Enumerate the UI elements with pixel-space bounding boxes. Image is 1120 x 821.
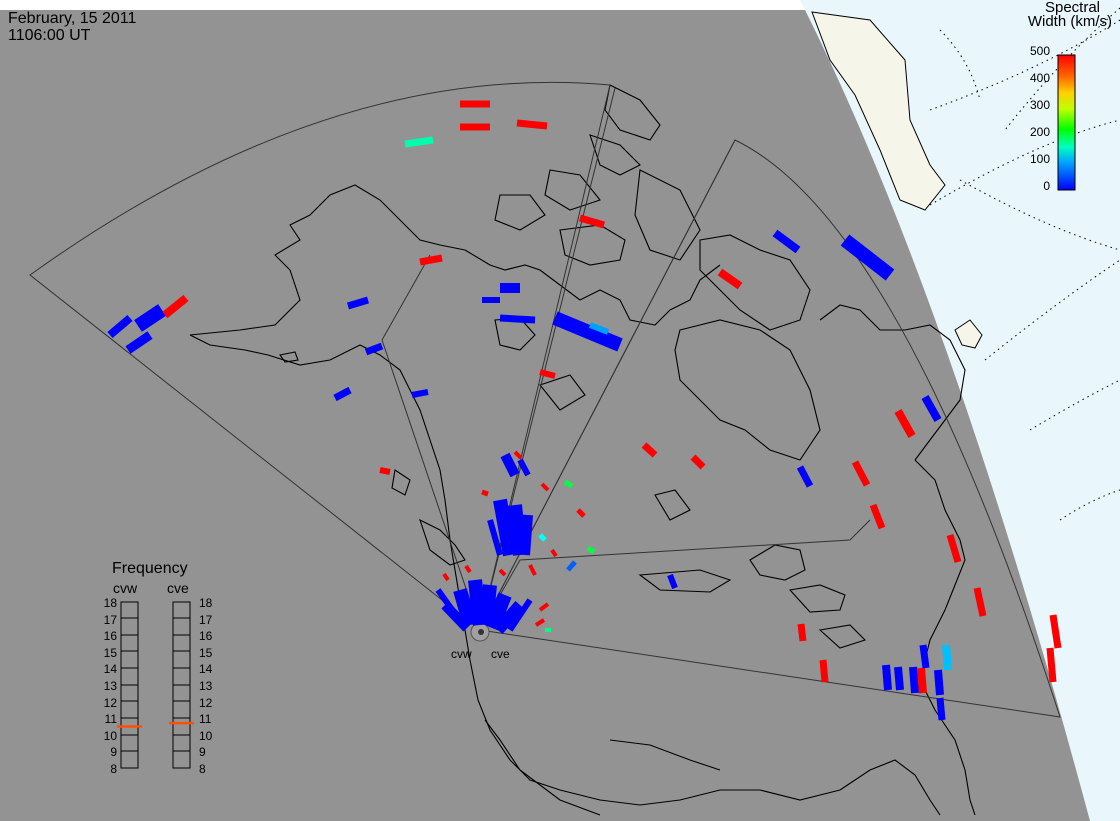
- frequency-markers: [117, 721, 194, 728]
- plot-time: 1106:00 UT: [8, 27, 91, 44]
- frequency-tick-left: 10: [103, 728, 117, 743]
- colorbar-title-line1: Spectral: [1044, 0, 1100, 16]
- iceland-landmass: [954, 319, 983, 349]
- frequency-tick-right: 17: [199, 612, 213, 627]
- frequency-tick-right: 14: [199, 662, 213, 677]
- frequency-tick-left: 14: [103, 662, 117, 677]
- greenland-landmass: [811, 11, 946, 211]
- colorbar-tick: 400: [1029, 71, 1050, 85]
- frequency-tick-left: 17: [103, 612, 117, 627]
- frequency-tick-right: 9: [199, 745, 206, 760]
- colorbar-tick: 200: [1029, 125, 1050, 139]
- frequency-tick-right: 18: [199, 596, 213, 610]
- frequency-tick-left: 16: [103, 629, 117, 644]
- colorbar-tick: 0: [1043, 179, 1050, 193]
- colorbar: [1057, 54, 1076, 191]
- frequency-tick-left: 18: [103, 596, 117, 610]
- frequency-tick-right: 12: [199, 695, 213, 710]
- colorbar-tick: 300: [1029, 98, 1050, 112]
- frequency-tick-right: 10: [199, 728, 213, 743]
- colorbar-tick: 100: [1029, 152, 1050, 166]
- frequency-tick-right: 8: [199, 762, 206, 776]
- frequency-tick-left: 9: [110, 745, 117, 760]
- site-label-cvw: cvw: [451, 647, 472, 661]
- backscatter-cells: [107, 100, 1062, 721]
- night-side-region: [800, 0, 1120, 821]
- frequency-title: Frequency: [112, 560, 188, 577]
- frequency-radar-label-cvw: cvw: [113, 580, 138, 596]
- colorbar-title-line2: Width (km/s): [1027, 13, 1112, 30]
- frequency-tick-right: 11: [199, 712, 212, 727]
- colorbar-tick: 500: [1029, 44, 1050, 58]
- frequency-radar-label-cve: cve: [167, 580, 189, 596]
- day-side-region: [0, 10, 1090, 821]
- frequency-tick-left: 8: [110, 762, 117, 776]
- frequency-tick-right: 16: [199, 629, 213, 644]
- frequency-meters: [120, 601, 191, 769]
- frequency-tick-right: 13: [199, 679, 213, 693]
- site-label-cve: cve: [491, 647, 510, 661]
- radar-fov: [29, 81, 1061, 718]
- frequency-tick-left: 13: [103, 679, 117, 693]
- frequency-tick-left: 11: [104, 712, 117, 727]
- frequency-tick-left: 15: [103, 645, 117, 660]
- frequency-tick-right: 15: [199, 645, 213, 660]
- frequency-tick-left: 12: [103, 695, 117, 710]
- plot-date: February, 15 2011: [8, 10, 137, 27]
- magnetic-grid: [929, 7, 1120, 521]
